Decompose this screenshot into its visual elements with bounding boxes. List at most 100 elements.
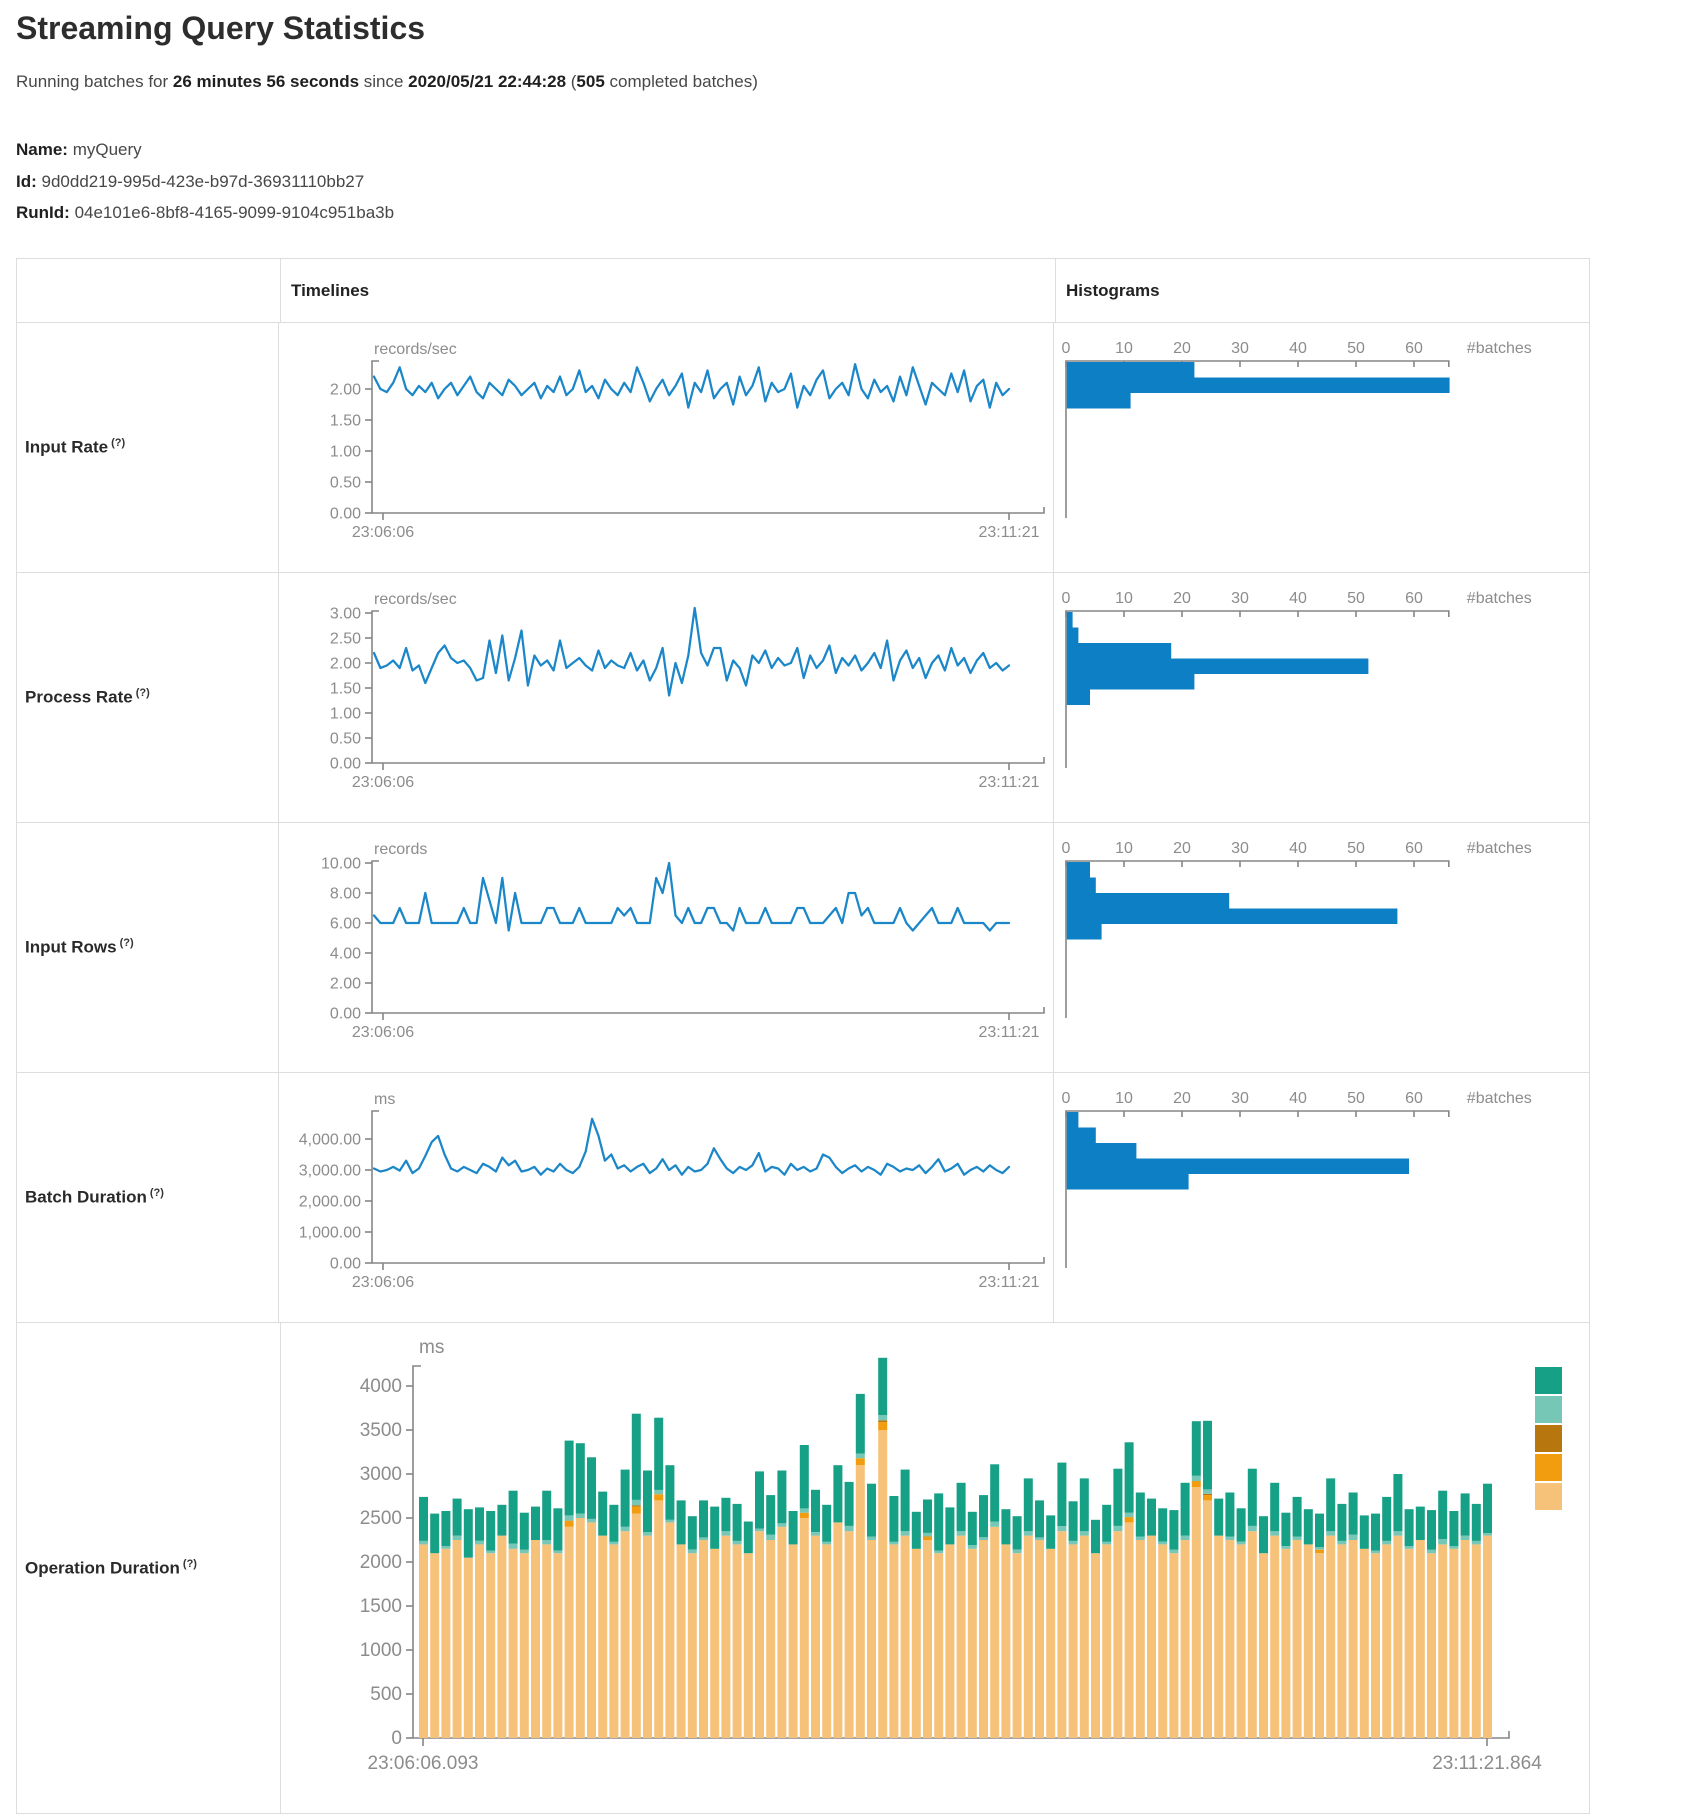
header-histograms-cell: Histograms	[1056, 259, 1589, 322]
svg-text:2.00: 2.00	[330, 976, 361, 993]
svg-text:23:11:21: 23:11:21	[978, 1274, 1039, 1291]
svg-text:2.50: 2.50	[330, 631, 361, 648]
svg-text:23:06:06: 23:06:06	[352, 774, 414, 791]
query-id-label: Id:	[16, 171, 37, 191]
input-rate-label-cell: Input Rate (?)	[17, 323, 279, 572]
svg-text:23:06:06: 23:06:06	[352, 524, 414, 541]
header-empty-cell	[17, 259, 281, 322]
input-rows-label-cell: Input Rows (?)	[17, 823, 279, 1072]
svg-text:23:06:06: 23:06:06	[352, 1024, 414, 1041]
svg-text:0.50: 0.50	[330, 731, 361, 748]
svg-text:1,000.00: 1,000.00	[299, 1225, 361, 1242]
svg-text:50: 50	[1347, 340, 1365, 357]
svg-text:#batches: #batches	[1467, 590, 1532, 607]
svg-text:records/sec: records/sec	[374, 591, 457, 608]
svg-text:0: 0	[391, 1728, 402, 1749]
svg-text:2.00: 2.00	[330, 656, 361, 673]
svg-text:2.00: 2.00	[330, 382, 361, 399]
batch-duration-label-cell: Batch Duration (?)	[17, 1073, 279, 1322]
svg-text:2,000.00: 2,000.00	[299, 1194, 361, 1211]
svg-text:1500: 1500	[360, 1596, 402, 1617]
svg-text:10.00: 10.00	[321, 856, 361, 873]
batch-duration-row: Batch Duration (?) 0.00 1,000.00 2,000.00 3,…	[17, 1073, 1589, 1323]
legend-swatch-0	[1535, 1367, 1562, 1394]
input-rate-help-icon[interactable]: (?)	[111, 437, 126, 450]
table-header-row: Timelines Histograms	[17, 259, 1589, 323]
svg-text:1.00: 1.00	[330, 444, 361, 461]
input-rows-timeline-chart: 0.00 2.00 4.00 6.00 8.00 10.00 23:06:06 23:11:2…	[321, 841, 1045, 1041]
svg-text:2000: 2000	[360, 1552, 402, 1573]
input-rows-label: Input Rows (?)	[25, 937, 134, 957]
input-rate-timeline-chart: 0.00 0.50 1.00 1.50 2.00 23:06:06 23:11:21 reco…	[330, 341, 1045, 541]
svg-text:0: 0	[1062, 1090, 1071, 1107]
svg-text:0.50: 0.50	[330, 475, 361, 492]
batch-duration-histogram-cell: 0 10 20 30 40 50 60 #batches	[1054, 1073, 1589, 1322]
summary-paren-close: completed batches)	[604, 72, 758, 91]
svg-text:0.00: 0.00	[330, 506, 361, 523]
query-id-line: Id: 9d0dd219-995d-423e-b97d-36931110bb27	[16, 166, 394, 198]
query-meta: Name: myQuery Id: 9d0dd219-995d-423e-b97…	[16, 134, 394, 229]
svg-text:3,000.00: 3,000.00	[299, 1163, 361, 1180]
svg-text:10: 10	[1115, 590, 1133, 607]
svg-text:30: 30	[1231, 1090, 1249, 1107]
svg-text:40: 40	[1289, 590, 1307, 607]
svg-text:40: 40	[1289, 840, 1307, 857]
process-rate-histogram-cell: 0 10 20 30 40 50 60 #batches	[1054, 573, 1589, 822]
svg-text:4,000.00: 4,000.00	[299, 1132, 361, 1149]
operation-duration-help-icon[interactable]: (?)	[182, 1557, 197, 1570]
batch-duration-label: Batch Duration (?)	[25, 1187, 164, 1207]
svg-text:3000: 3000	[360, 1464, 402, 1485]
svg-text:1000: 1000	[360, 1640, 402, 1661]
svg-text:1.00: 1.00	[330, 706, 361, 723]
operation-duration-chart: 0 500 1000 1500 2000 2500 3000 3500 4000 ms 23:06:…	[360, 1337, 1562, 1774]
process-rate-timeline-cell: 0.00 0.50 1.00 1.50 2.00 2.50 3.00 23:06:06 23:1…	[279, 573, 1054, 822]
svg-text:50: 50	[1347, 1090, 1365, 1107]
query-name-line: Name: myQuery	[16, 134, 394, 166]
process-rate-label: Process Rate (?)	[25, 687, 150, 707]
svg-text:#batches: #batches	[1467, 840, 1532, 857]
batch-duration-timeline-chart: 0.00 1,000.00 2,000.00 3,000.00 4,000.00 23:0…	[299, 1091, 1045, 1291]
summary-since: since	[359, 72, 409, 91]
process-rate-help-icon[interactable]: (?)	[135, 687, 150, 700]
input-rate-timeline-cell: 0.00 0.50 1.00 1.50 2.00 23:06:06 23:11:21 reco…	[279, 323, 1054, 572]
svg-text:20: 20	[1173, 590, 1191, 607]
process-rate-timeline-chart: 0.00 0.50 1.00 1.50 2.00 2.50 3.00 23:06:06 23:1…	[330, 591, 1045, 791]
query-name-value: myQuery	[72, 140, 142, 159]
svg-text:0: 0	[1062, 590, 1071, 607]
query-runid-line: RunId: 04e101e6-8bf8-4165-9099-9104c951b…	[16, 197, 394, 229]
operation-duration-label-cell: Operation Duration (?)	[17, 1323, 281, 1813]
svg-text:40: 40	[1289, 1090, 1307, 1107]
input-rows-timeline-cell: 0.00 2.00 4.00 6.00 8.00 10.00 23:06:06 23:11:2…	[279, 823, 1054, 1072]
query-runid-label: RunId:	[16, 203, 70, 222]
svg-text:0: 0	[1062, 840, 1071, 857]
svg-text:2500: 2500	[360, 1508, 402, 1529]
svg-text:60: 60	[1405, 590, 1423, 607]
svg-text:23:11:21: 23:11:21	[978, 774, 1039, 791]
svg-text:23:11:21: 23:11:21	[978, 524, 1039, 541]
input-rows-help-icon[interactable]: (?)	[119, 937, 134, 950]
svg-text:60: 60	[1405, 340, 1423, 357]
svg-text:500: 500	[370, 1684, 402, 1705]
query-runid-value: 04e101e6-8bf8-4165-9099-9104c951ba3b	[74, 203, 395, 222]
svg-text:#batches: #batches	[1467, 1090, 1532, 1107]
svg-text:10: 10	[1115, 1090, 1133, 1107]
svg-text:30: 30	[1231, 590, 1249, 607]
operation-duration-chart-cell: 0 500 1000 1500 2000 2500 3000 3500 4000 ms 23:06:…	[281, 1323, 1589, 1813]
svg-text:8.00: 8.00	[330, 886, 361, 903]
svg-text:ms: ms	[419, 1337, 444, 1358]
svg-text:20: 20	[1173, 840, 1191, 857]
svg-text:4000: 4000	[360, 1376, 402, 1397]
input-rows-histogram-chart: 0 10 20 30 40 50 60 #batches	[1062, 840, 1532, 1018]
legend-swatch-3	[1535, 1454, 1562, 1481]
svg-text:23:11:21.864: 23:11:21.864	[1432, 1753, 1542, 1774]
svg-text:3.00: 3.00	[330, 606, 361, 623]
svg-text:10: 10	[1115, 840, 1133, 857]
svg-text:10: 10	[1115, 340, 1133, 357]
svg-text:23:06:06.093: 23:06:06.093	[368, 1753, 479, 1774]
batch-duration-help-icon[interactable]: (?)	[149, 1187, 164, 1200]
summary-prefix: Running batches for	[16, 72, 173, 91]
query-id-value: 9d0dd219-995d-423e-b97d-36931110bb27	[41, 171, 365, 191]
timelines-header: Timelines	[291, 280, 370, 300]
input-rate-row: Input Rate (?) 0.00 0.50 1.00 1.50 2.00 23:06:…	[17, 323, 1589, 573]
